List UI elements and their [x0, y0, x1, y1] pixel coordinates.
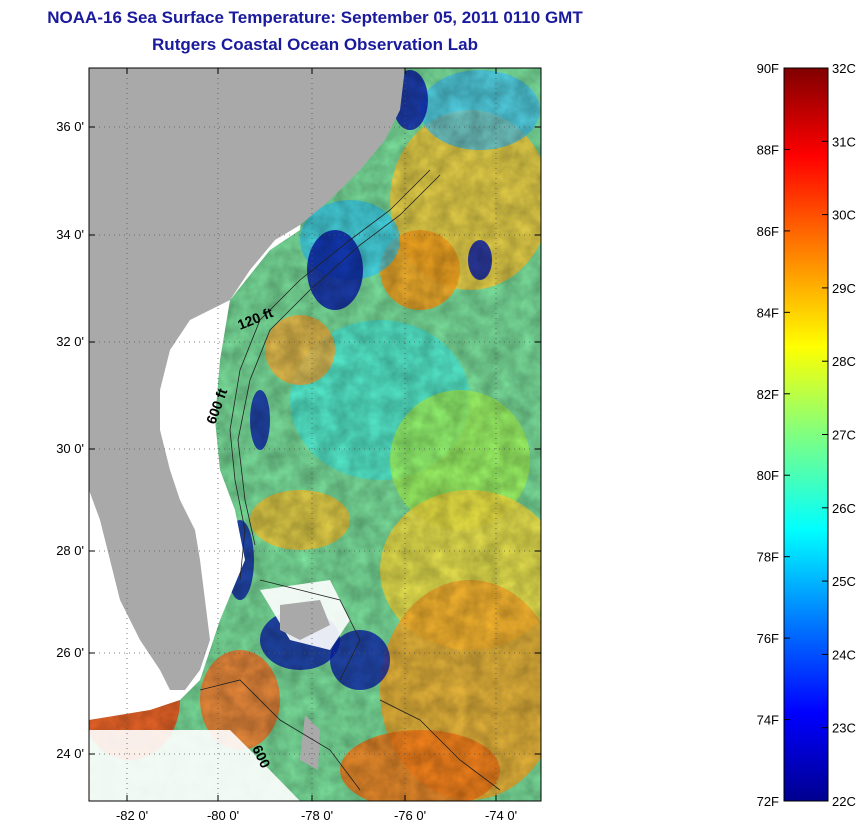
- colorbar-c-label: 28C: [832, 354, 856, 369]
- colorbar-celsius-labels: 32C 31C 30C 29C 28C 27C 26C 25C 24C 23C 22C: [832, 61, 856, 809]
- bahamas-island: [280, 600, 330, 640]
- colorbar-c-label: 31C: [832, 134, 856, 149]
- lon-tick-label: -80 0': [207, 808, 239, 823]
- colorbar-f-label: 80F: [757, 468, 779, 483]
- colorbar-f-label: 86F: [757, 224, 779, 239]
- lat-tick-label: 24 0': [56, 746, 84, 761]
- colorbar-f-label: 72F: [757, 794, 779, 809]
- graticule: [89, 68, 541, 801]
- lat-tick-label: 28 0': [56, 543, 84, 558]
- colorbar-ticks: [784, 67, 828, 802]
- colorbar-f-label: 84F: [757, 305, 779, 320]
- colorbar-c-label: 30C: [832, 208, 856, 223]
- colorbar-f-label: 76F: [757, 631, 779, 646]
- land-mass: [89, 68, 405, 690]
- colorbar-fahrenheit-labels: 90F 88F 86F 84F 82F 80F 78F 76F 74F 72F: [757, 61, 779, 809]
- lat-tick-label: 34 0': [56, 227, 84, 242]
- colorbar-c-label: 25C: [832, 574, 856, 589]
- colorbar-f-label: 74F: [757, 713, 779, 728]
- map-subtitle: Rutgers Coastal Ocean Observation Lab: [152, 35, 478, 54]
- axis-ticks: [89, 68, 541, 801]
- colorbar-f-label: 90F: [757, 61, 779, 76]
- lat-tick-labels: 36 0' 34 0' 32 0' 30 0' 28 0' 26 0' 24 0…: [56, 119, 84, 761]
- lon-tick-label: -78 0': [301, 808, 333, 823]
- colorbar-c-label: 22C: [832, 794, 856, 809]
- colorbar-c-label: 26C: [832, 501, 856, 516]
- colorbar-c-label: 27C: [832, 428, 856, 443]
- lon-tick-label: -76 0': [394, 808, 426, 823]
- lon-tick-label: -82 0': [116, 808, 148, 823]
- depth-contours: [199, 169, 501, 791]
- colorbar-c-label: 23C: [832, 721, 856, 736]
- map-title: NOAA-16 Sea Surface Temperature: Septemb…: [47, 8, 583, 27]
- lon-tick-label: -74 0': [485, 808, 517, 823]
- colorbar-c-label: 29C: [832, 281, 856, 296]
- colorbar-c-label: 24C: [832, 647, 856, 662]
- lat-tick-label: 30 0': [56, 441, 84, 456]
- lat-tick-label: 36 0': [56, 119, 84, 134]
- lon-tick-labels: -82 0' -80 0' -78 0' -76 0' -74 0': [116, 808, 517, 823]
- colorbar-f-label: 88F: [757, 142, 779, 157]
- colorbar: [783, 67, 829, 802]
- colorbar-f-label: 82F: [757, 387, 779, 402]
- lat-tick-label: 26 0': [56, 645, 84, 660]
- colorbar-f-label: 78F: [757, 550, 779, 565]
- colorbar-c-label: 32C: [832, 61, 856, 76]
- map-frame: [88, 67, 542, 802]
- lat-tick-label: 32 0': [56, 334, 84, 349]
- map-image: 120 ft 600 ft 600: [89, 68, 541, 801]
